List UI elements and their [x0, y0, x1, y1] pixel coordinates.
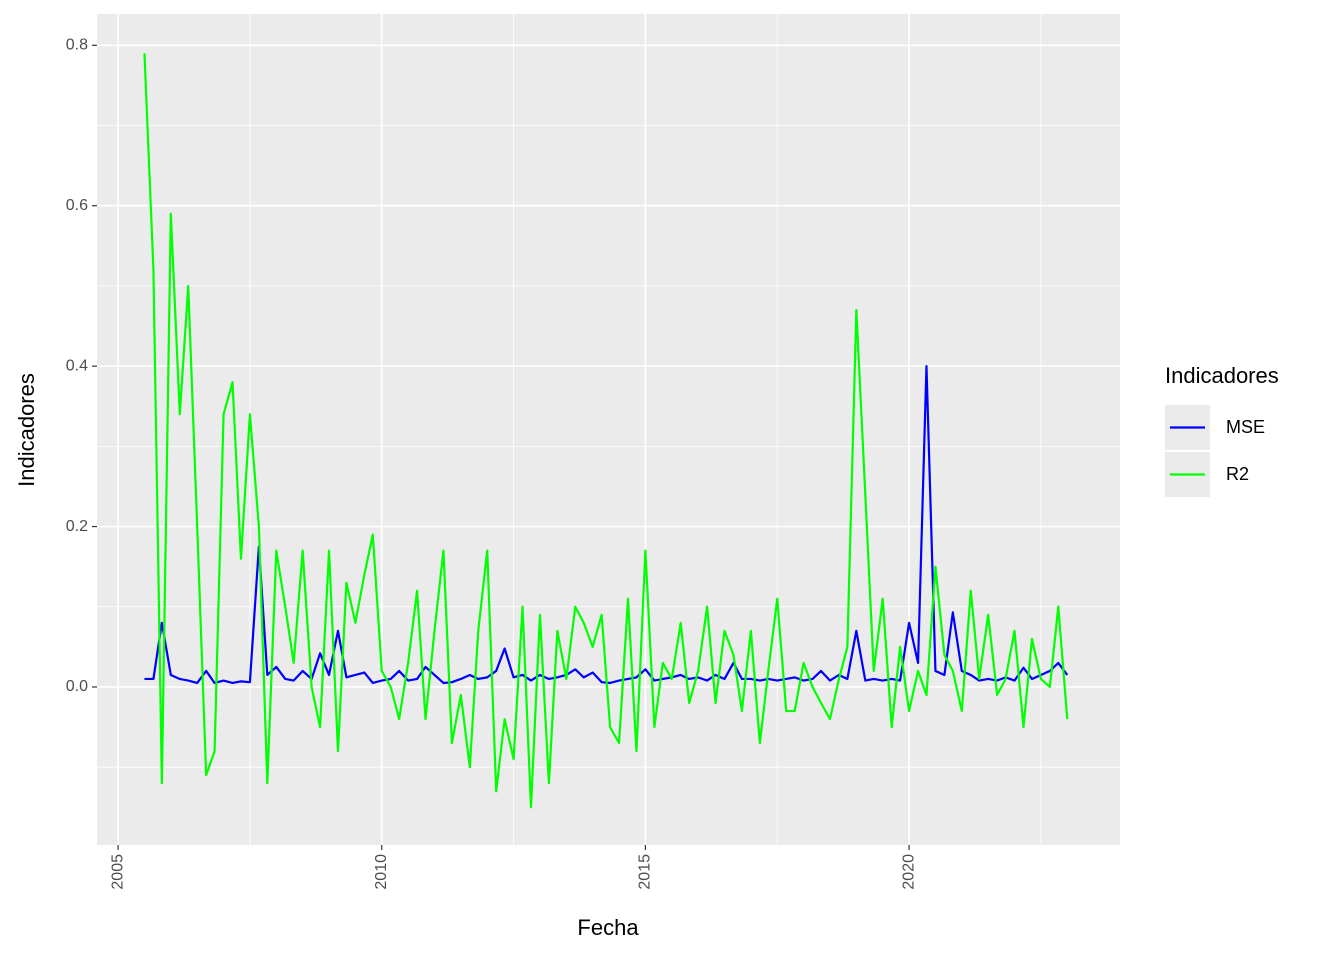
legend-label: R2 — [1226, 464, 1249, 484]
x-tick-label: 2020 — [900, 854, 917, 890]
y-tick-label: 0.2 — [66, 518, 88, 535]
y-axis-title: Indicadores — [14, 373, 39, 487]
legend-label: MSE — [1226, 417, 1265, 437]
x-tick-label: 2015 — [637, 854, 654, 890]
y-tick-label: 0.6 — [66, 197, 88, 214]
x-tick-label: 2005 — [109, 854, 126, 890]
y-tick-label: 0.0 — [66, 678, 88, 695]
y-tick-label: 0.8 — [66, 37, 88, 54]
y-tick-label: 0.4 — [66, 357, 88, 374]
x-axis-title: Fecha — [577, 915, 639, 940]
x-tick-label: 2010 — [373, 854, 390, 890]
series-line — [143, 53, 1069, 809]
legend-title: Indicadores — [1165, 363, 1279, 388]
